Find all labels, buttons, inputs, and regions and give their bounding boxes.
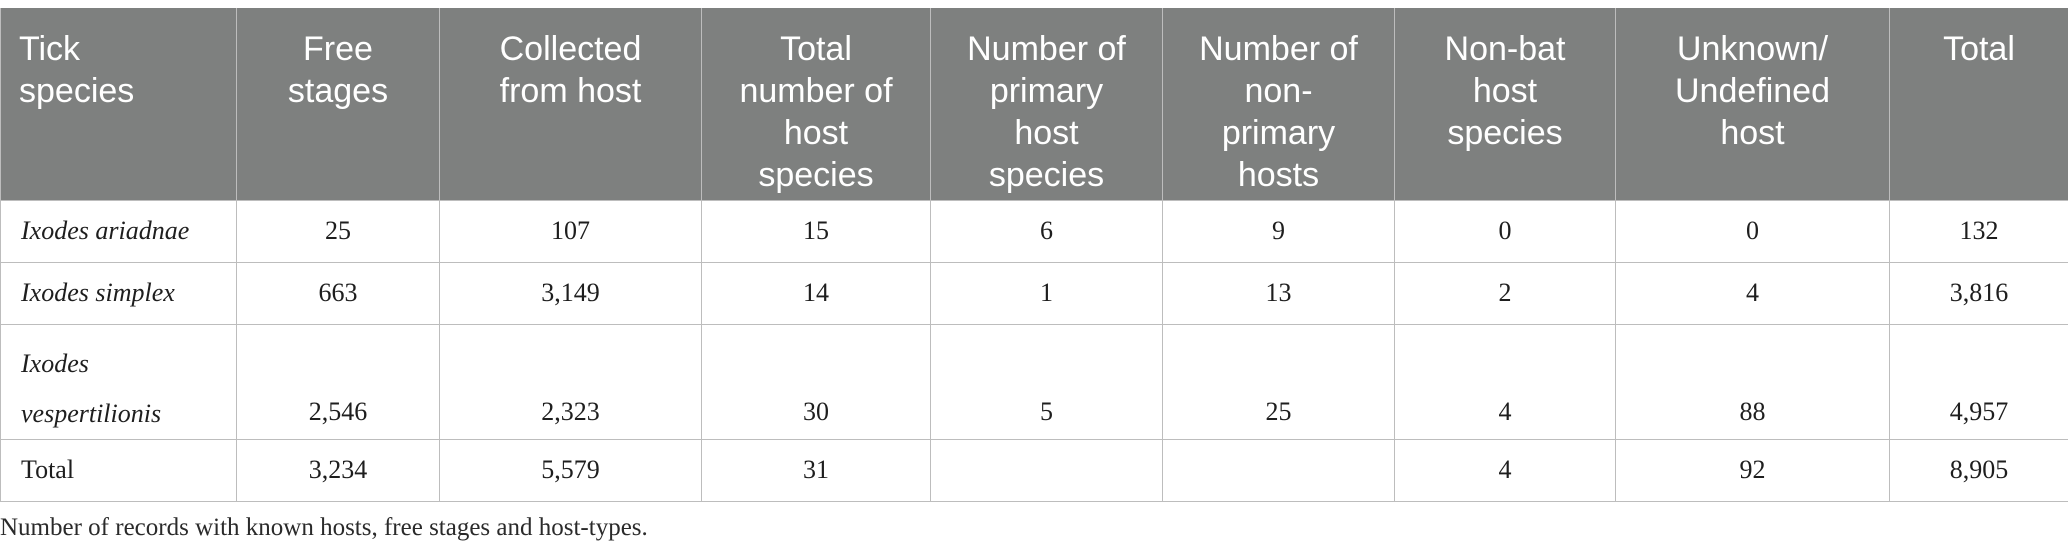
table-cell: 2 bbox=[1394, 261, 1616, 325]
table-cell: 4 bbox=[1394, 438, 1616, 502]
table-cell: 2,323 bbox=[439, 323, 702, 440]
table-cell: 0 bbox=[1394, 199, 1616, 263]
row-species-cell: Ixodes vespertilionis bbox=[0, 323, 237, 440]
table-cell: 13 bbox=[1162, 261, 1395, 325]
table-cell: 2,546 bbox=[236, 323, 440, 440]
table-cell: 15 bbox=[701, 199, 931, 263]
table-cell: 1 bbox=[930, 261, 1163, 325]
table-cell: 8,905 bbox=[1889, 438, 2068, 502]
table-cell: 88 bbox=[1615, 323, 1890, 440]
header-total: Total bbox=[1889, 8, 2068, 200]
table-cell: 3,149 bbox=[439, 261, 702, 325]
table-cell: 25 bbox=[1162, 323, 1395, 440]
table-cell: 92 bbox=[1615, 438, 1890, 502]
header-total-host-species: Total number of host species bbox=[701, 8, 931, 200]
header-free-stages: Free stages bbox=[236, 8, 440, 200]
table-cell: 3,816 bbox=[1889, 261, 2068, 325]
table-cell: 663 bbox=[236, 261, 440, 325]
table-row-total: Total 3,234 5,579 31 4 92 8,905 bbox=[0, 438, 2068, 502]
host-records-table: Tick species Free stages Collected from … bbox=[0, 8, 2068, 502]
table-cell bbox=[930, 438, 1163, 502]
header-unknown-host: Unknown/ Undefined host bbox=[1615, 8, 1890, 200]
header-non-bat-host-species: Non-bat host species bbox=[1394, 8, 1616, 200]
table-caption: Number of records with known hosts, free… bbox=[0, 514, 648, 541]
row-species-cell: Ixodes simplex bbox=[0, 261, 237, 325]
table-cell: 4,957 bbox=[1889, 323, 2068, 440]
table-cell: 30 bbox=[701, 323, 931, 440]
table-cell: 4 bbox=[1615, 261, 1890, 325]
table-cell: 3,234 bbox=[236, 438, 440, 502]
header-tick-species: Tick species bbox=[0, 8, 237, 200]
table-cell: 107 bbox=[439, 199, 702, 263]
table-cell: 4 bbox=[1394, 323, 1616, 440]
table-cell: 9 bbox=[1162, 199, 1395, 263]
table-cell: 6 bbox=[930, 199, 1163, 263]
table-cell: 5 bbox=[930, 323, 1163, 440]
table-header-row: Tick species Free stages Collected from … bbox=[0, 8, 2068, 200]
table-cell: 132 bbox=[1889, 199, 2068, 263]
table-cell: 31 bbox=[701, 438, 931, 502]
table-row: Ixodes ariadnae 25 107 15 6 9 0 0 132 bbox=[0, 199, 2068, 263]
row-species-cell: Ixodes ariadnae bbox=[0, 199, 237, 263]
table-row: Ixodes simplex 663 3,149 14 1 13 2 4 3,8… bbox=[0, 261, 2068, 325]
table-cell: 5,579 bbox=[439, 438, 702, 502]
table-cell: 14 bbox=[701, 261, 931, 325]
header-non-primary-hosts: Number of non- primary hosts bbox=[1162, 8, 1395, 200]
header-collected-from-host: Collected from host bbox=[439, 8, 702, 200]
table-cell: 25 bbox=[236, 199, 440, 263]
header-primary-host-species: Number of primary host species bbox=[930, 8, 1163, 200]
table-cell bbox=[1162, 438, 1395, 502]
row-total-label: Total bbox=[0, 438, 237, 502]
table-cell: 0 bbox=[1615, 199, 1890, 263]
table-row: Ixodes vespertilionis 2,546 2,323 30 5 2… bbox=[0, 323, 2068, 440]
